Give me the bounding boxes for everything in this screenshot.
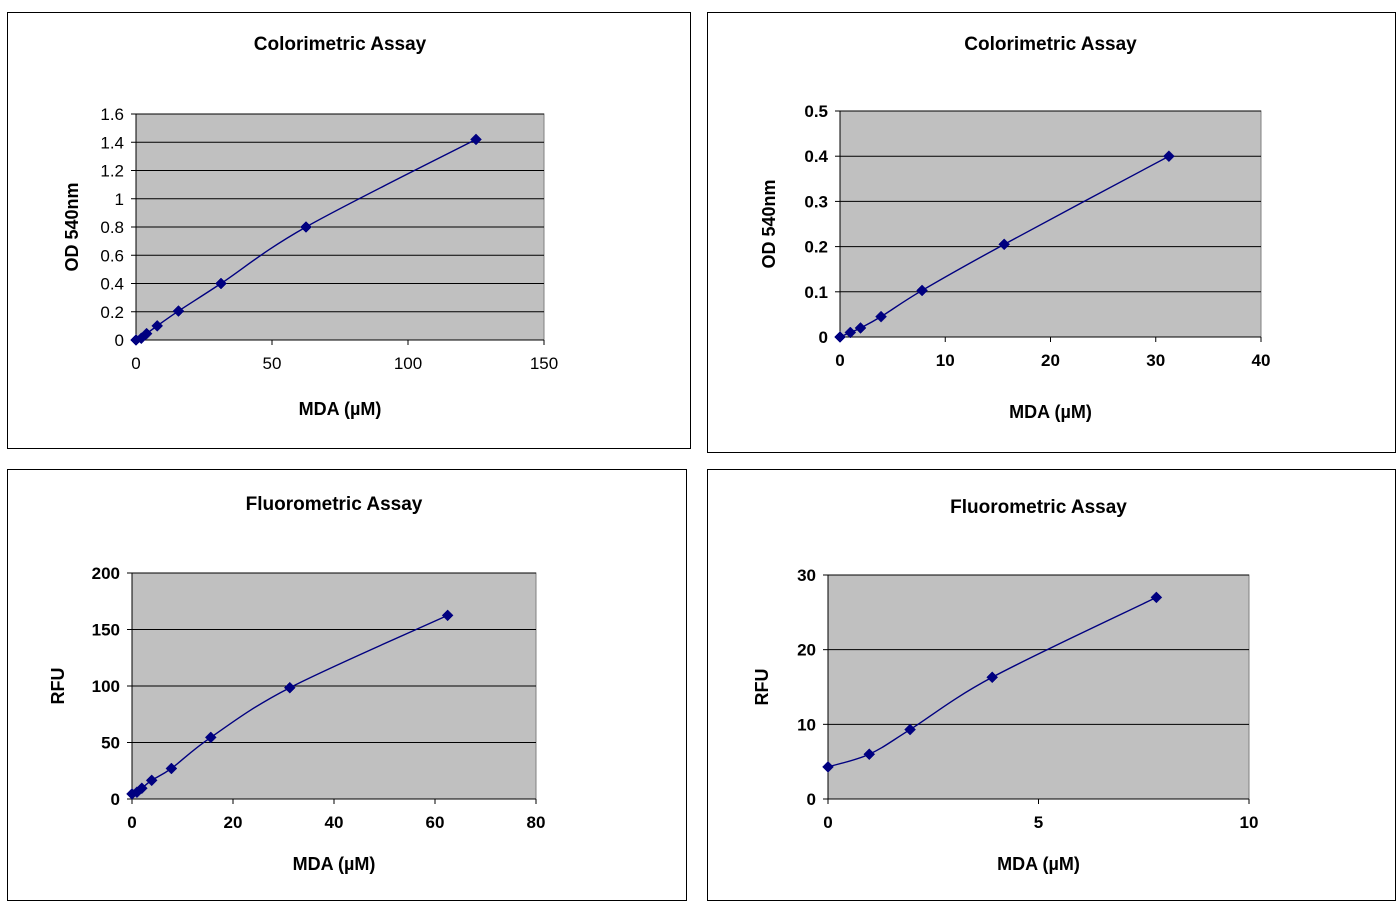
plot-area	[839, 110, 1262, 338]
x-tick-label: 40	[1252, 351, 1271, 370]
x-tick-label: 0	[835, 351, 844, 370]
data-point-marker	[172, 305, 185, 317]
x-tick-label: 150	[530, 354, 558, 373]
x-tick-label: 0	[823, 813, 832, 832]
data-point-marker	[875, 310, 887, 323]
x-tick-label: 100	[394, 354, 422, 373]
data-point-marker	[283, 681, 296, 694]
x-axis-title: MDA (µM)	[293, 854, 376, 874]
y-tick-label: 20	[797, 641, 816, 660]
y-tick-label: 0.1	[804, 283, 828, 302]
chart-svg: Colorimetric Assay 0 0.2 0.4 0.6 0.8 1 1.2 1.4 1.…	[62, 34, 558, 419]
x-tick-label: 5	[1034, 813, 1043, 832]
data-point-marker	[854, 322, 867, 334]
y-tick-label: 0.6	[100, 246, 124, 265]
data-point-marker	[1150, 591, 1163, 604]
data-point-marker	[135, 782, 148, 795]
y-tick-label: 1.2	[100, 162, 124, 181]
x-tick-label: 60	[426, 813, 445, 832]
chart-title: Colorimetric Assay	[964, 34, 1137, 55]
y-tick-label: 0.8	[100, 218, 124, 237]
x-tick-label: 10	[936, 351, 955, 370]
x-tick-label: 0	[131, 354, 140, 373]
y-axis-title: OD 540nm	[62, 182, 82, 271]
data-point-marker	[470, 133, 482, 146]
chart-panel-fluorometric-low-range: Fluorometric Assay 0 10 20 30 0 5 10 MDA (µM) RFU	[707, 469, 1396, 901]
x-axis-title: MDA (µM)	[299, 399, 382, 419]
y-tick-label: 50	[101, 734, 120, 753]
y-tick-label: 0.2	[100, 303, 124, 322]
chart-title: Fluorometric Assay	[246, 494, 423, 515]
x-tick-label: 20	[224, 813, 243, 832]
x-axis-title: MDA (µM)	[997, 854, 1080, 874]
data-point-marker	[844, 326, 857, 339]
x-axis-title: MDA (µM)	[1009, 402, 1092, 422]
y-tick-label: 1.4	[100, 133, 124, 152]
data-point-marker	[140, 327, 153, 340]
data-point-marker	[904, 723, 916, 736]
x-tick-label: 50	[263, 354, 282, 373]
y-tick-label: 0.5	[804, 102, 828, 121]
y-tick-label: 0.2	[804, 238, 828, 257]
y-tick-label: 0.4	[100, 275, 124, 294]
data-point-marker	[204, 731, 217, 744]
x-tick-label: 30	[1146, 351, 1165, 370]
data-point-marker	[822, 761, 834, 773]
y-tick-label: 0	[115, 331, 124, 350]
chart-title: Fluorometric Assay	[950, 497, 1127, 518]
y-axis-title: RFU	[752, 669, 772, 706]
y-tick-label: 0.3	[804, 192, 828, 211]
chart-panel-colorimetric-full: Colorimetric Assay 0 0.2 0.4 0.6 0.8 1 1.2 1.4 1.…	[7, 12, 691, 449]
data-point-marker	[986, 671, 999, 684]
chart-panel-fluorometric-full: Fluorometric Assay 0 50 100 150 200 0 20 40 60 80 M…	[7, 469, 687, 901]
x-tick-label: 0	[127, 813, 136, 832]
y-tick-label: 0	[807, 790, 816, 809]
data-point-marker	[834, 331, 846, 343]
data-point-marker	[215, 277, 227, 290]
plot-area	[827, 574, 1250, 800]
x-tick-label: 40	[325, 813, 344, 832]
x-tick-label: 80	[527, 813, 546, 832]
y-tick-label: 0	[111, 790, 120, 809]
x-tick-label: 10	[1240, 813, 1259, 832]
y-tick-label: 10	[797, 715, 816, 734]
y-tick-label: 100	[92, 677, 120, 696]
data-point-marker	[1163, 150, 1175, 163]
y-tick-label: 30	[797, 566, 816, 585]
y-tick-label: 150	[92, 621, 120, 640]
y-tick-label: 0.4	[804, 147, 828, 166]
y-tick-label: 1.6	[100, 105, 124, 124]
chart-svg: Fluorometric Assay 0 50 100 150 200 0 20 40 60 80 M…	[48, 494, 546, 874]
data-point-marker	[863, 748, 876, 761]
x-tick-label: 20	[1041, 351, 1060, 370]
y-tick-label: 1	[115, 190, 124, 209]
y-axis-title: RFU	[48, 668, 68, 705]
data-point-marker	[151, 320, 164, 332]
data-point-marker	[300, 221, 312, 233]
chart-panel-colorimetric-low-range: Colorimetric Assay 0 0.1 0.2 0.3 0.4 0.5 0 10 20 3…	[707, 12, 1396, 453]
data-point-marker	[916, 284, 928, 297]
chart-svg: Fluorometric Assay 0 10 20 30 0 5 10 MDA (µM) RFU	[752, 497, 1259, 874]
chart-title: Colorimetric Assay	[254, 34, 427, 55]
data-point-marker	[165, 762, 178, 775]
y-tick-label: 0	[819, 328, 828, 347]
y-tick-label: 200	[92, 564, 120, 583]
chart-svg: Colorimetric Assay 0 0.1 0.2 0.3 0.4 0.5 0 10 20 3…	[759, 34, 1271, 422]
data-point-marker	[441, 609, 454, 622]
data-point-marker	[998, 238, 1011, 251]
series-line	[827, 596, 1157, 768]
y-axis-title: OD 540nm	[759, 179, 779, 268]
data-point-marker	[145, 774, 158, 787]
